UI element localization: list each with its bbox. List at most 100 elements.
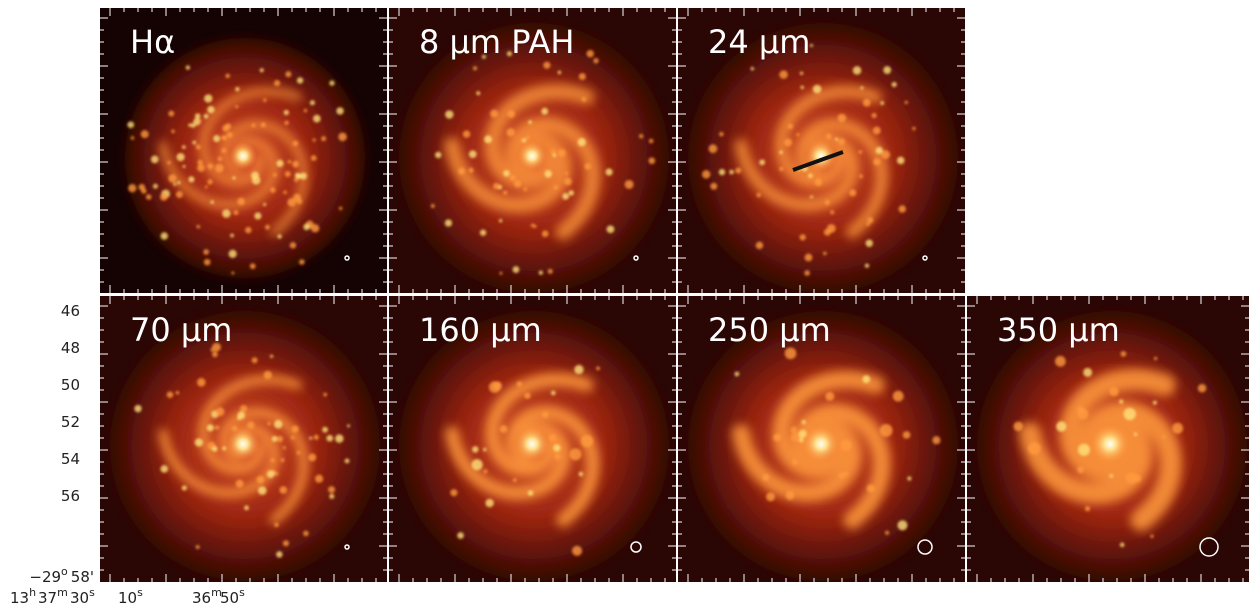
- knot: [217, 156, 223, 162]
- knot: [865, 222, 870, 226]
- knot: [506, 128, 515, 137]
- knot: [127, 121, 135, 129]
- knot: [284, 120, 289, 126]
- knot: [862, 98, 871, 107]
- knot: [197, 159, 203, 166]
- knot: [197, 378, 206, 387]
- knots: [134, 342, 351, 558]
- knot: [344, 458, 350, 464]
- knot: [766, 492, 776, 502]
- knot: [799, 71, 804, 75]
- knot: [1109, 386, 1119, 397]
- beam: [630, 541, 642, 553]
- nucleus: [802, 425, 840, 463]
- knot: [880, 101, 885, 105]
- panel: 24 μm: [678, 8, 965, 293]
- arm: [1059, 368, 1176, 481]
- knot: [335, 434, 344, 443]
- knot: [299, 259, 305, 265]
- knot: [577, 138, 586, 147]
- knot: [1027, 442, 1041, 455]
- knot: [1150, 534, 1154, 538]
- knots: [734, 347, 941, 535]
- knot: [214, 425, 220, 430]
- knot: [188, 123, 192, 127]
- knot: [860, 86, 864, 90]
- knot: [445, 110, 454, 119]
- knot: [729, 169, 734, 175]
- knot: [554, 453, 562, 460]
- knot: [932, 436, 941, 445]
- knot: [312, 138, 316, 142]
- y-label-part: 58': [71, 568, 94, 586]
- knot: [430, 204, 435, 209]
- knot: [280, 458, 285, 463]
- knot: [787, 123, 794, 130]
- knot: [756, 192, 761, 198]
- knot: [779, 150, 783, 155]
- knot: [503, 170, 510, 177]
- x-tick-label: 10s: [118, 586, 143, 607]
- knot: [1077, 443, 1091, 456]
- knot: [701, 170, 711, 179]
- knot: [541, 230, 549, 238]
- knot: [140, 130, 149, 139]
- spiral-arms: [158, 375, 309, 525]
- knot: [204, 94, 213, 103]
- knot: [541, 107, 549, 115]
- knot: [1153, 356, 1158, 361]
- knot: [283, 109, 289, 116]
- knot: [838, 472, 845, 479]
- knot: [485, 498, 494, 508]
- knot: [296, 450, 301, 455]
- knot: [830, 210, 835, 215]
- knot: [287, 197, 297, 207]
- knot: [134, 404, 142, 413]
- arm: [443, 133, 572, 213]
- knot: [215, 407, 225, 417]
- knot: [834, 137, 839, 141]
- knots: [450, 364, 600, 556]
- knot: [849, 189, 857, 197]
- knot: [568, 190, 575, 196]
- knot: [249, 263, 256, 270]
- knot: [212, 342, 221, 352]
- y-tick-label: −29o 58': [29, 565, 94, 586]
- knot: [862, 375, 871, 384]
- knot: [176, 152, 185, 162]
- x-label-sup: m: [57, 586, 68, 599]
- knot: [524, 392, 531, 399]
- knot: [168, 174, 177, 183]
- x-label-base: 37: [38, 589, 57, 607]
- knot: [476, 91, 481, 96]
- knot: [543, 61, 551, 69]
- knot: [338, 132, 347, 142]
- knot: [527, 490, 534, 496]
- knot: [1197, 384, 1207, 393]
- panel: 250 μm: [678, 296, 965, 582]
- knot: [814, 178, 823, 187]
- knot: [309, 100, 315, 106]
- knot: [152, 183, 158, 189]
- knot: [312, 114, 321, 123]
- knot: [624, 179, 634, 189]
- knot: [792, 459, 798, 465]
- knot: [267, 421, 271, 426]
- knot: [231, 271, 235, 275]
- knot: [211, 351, 218, 358]
- knot: [790, 426, 798, 434]
- knot: [273, 80, 281, 87]
- knot: [471, 459, 483, 471]
- knot: [228, 249, 237, 258]
- knot: [516, 381, 523, 387]
- knot: [484, 135, 493, 144]
- knot: [852, 66, 862, 75]
- knot: [283, 190, 287, 195]
- knot: [498, 218, 503, 223]
- knot: [562, 192, 570, 200]
- knot: [891, 81, 897, 88]
- knot: [784, 347, 797, 360]
- knot: [526, 135, 530, 140]
- panel-label: 350 μm: [997, 311, 1120, 349]
- knot: [578, 72, 586, 81]
